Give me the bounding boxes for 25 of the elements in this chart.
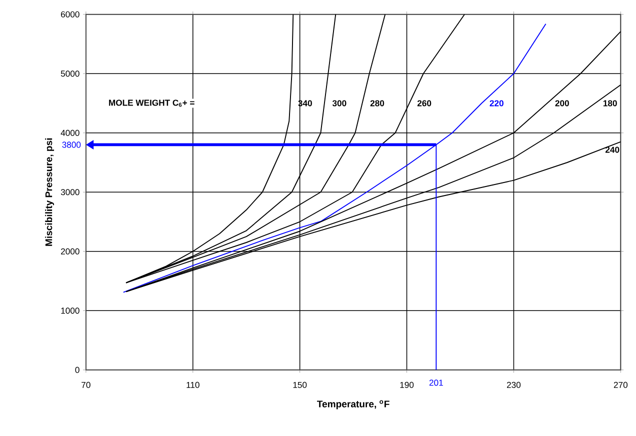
y-axis-title: Miscibility Pressure, psi bbox=[45, 138, 54, 246]
y-tick-label: 4000 bbox=[60, 130, 80, 136]
series-label: 220 bbox=[490, 100, 504, 106]
x-axis-title: Temperature, $^{o}$F bbox=[317, 400, 390, 410]
series-label: 280 bbox=[370, 100, 384, 106]
x-tick-label: 270 bbox=[614, 382, 628, 388]
series-label: 260 bbox=[417, 100, 432, 106]
series-label: 180 bbox=[603, 100, 617, 106]
y-tick-label: 6000 bbox=[61, 11, 80, 18]
series-label: 240 bbox=[605, 146, 620, 153]
annotation: MOLE WEIGHT C$_{6}$+ = bbox=[109, 100, 194, 107]
y-tick-label: 5000 bbox=[60, 70, 80, 77]
x-tick-label: 230 bbox=[506, 382, 521, 388]
series-label: 200 bbox=[555, 100, 569, 106]
x-tick-label: 70 bbox=[82, 382, 90, 388]
y-tick-label: 3000 bbox=[60, 189, 80, 196]
series-label: 300 bbox=[332, 100, 346, 106]
x-tick-label: 150 bbox=[293, 382, 307, 388]
ref-line-label: 3800 bbox=[62, 142, 81, 148]
x-tick-label: 110 bbox=[186, 382, 200, 388]
x-tick-label: 190 bbox=[400, 382, 414, 388]
y-tick-label: 1000 bbox=[61, 308, 80, 314]
y-tick-label: 2000 bbox=[61, 248, 80, 254]
ref-line-label: 201 bbox=[429, 380, 443, 386]
y-tick-label: 0 bbox=[75, 366, 80, 373]
